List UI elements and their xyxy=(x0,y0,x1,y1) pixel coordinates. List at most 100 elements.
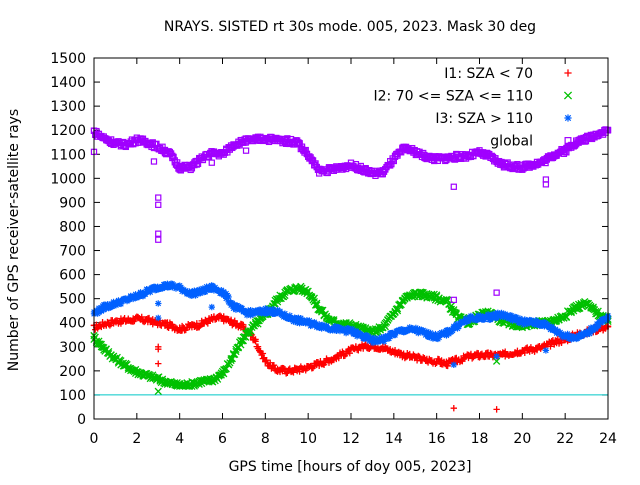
data-point xyxy=(381,323,389,331)
data-point xyxy=(154,387,162,395)
x-tick-label: 6 xyxy=(218,431,227,447)
data-point xyxy=(232,306,240,313)
y-axis: 0 100 200 300 400 500 600 700 800 900 1000 1100 1200… xyxy=(50,51,608,428)
data-point xyxy=(242,147,250,154)
y-tick-label: 0 xyxy=(77,412,86,428)
data-point xyxy=(513,314,520,321)
legend-label: I2: 70 <= SZA <= 110 xyxy=(373,89,533,105)
data-point xyxy=(554,327,562,335)
data-point xyxy=(493,406,500,413)
data-point xyxy=(493,314,500,321)
data-point xyxy=(193,161,200,168)
data-point xyxy=(538,322,546,329)
data-point xyxy=(302,146,309,154)
data-point xyxy=(527,317,535,324)
data-point xyxy=(444,296,452,304)
data-point xyxy=(252,338,259,345)
data-point xyxy=(254,343,262,350)
x-tick-label: 20 xyxy=(513,431,531,447)
plot-frame xyxy=(93,57,609,420)
data-point xyxy=(504,312,511,320)
data-point xyxy=(225,293,232,301)
y-axis-label: Number of GPS receiver-satellite rays xyxy=(6,109,22,371)
legend-marker xyxy=(564,137,572,144)
x-tick-label: 0 xyxy=(90,431,99,447)
data-point xyxy=(342,329,350,337)
data-point xyxy=(296,317,303,325)
data-point xyxy=(155,236,162,243)
data-point xyxy=(240,321,247,329)
data-point xyxy=(193,290,200,298)
legend-label: global xyxy=(490,134,533,150)
data-point xyxy=(155,230,162,237)
data-point xyxy=(384,332,391,339)
data-point xyxy=(150,158,158,165)
data-point xyxy=(155,346,162,353)
data-point xyxy=(493,289,500,296)
data-point xyxy=(264,306,271,313)
data-point xyxy=(208,286,215,293)
data-point xyxy=(262,305,269,312)
x-axis: 0 2 4 6 8 10 12 14 16 18 20 22 24 xyxy=(90,58,617,447)
data-point xyxy=(155,201,162,208)
data-point xyxy=(126,296,133,303)
legend-marker xyxy=(563,91,573,100)
data-point xyxy=(333,327,340,335)
data-point xyxy=(208,159,215,166)
data-point xyxy=(276,308,284,315)
data-point xyxy=(481,316,488,323)
data-point xyxy=(313,299,321,307)
x-tick-label: 8 xyxy=(261,431,270,447)
data-point xyxy=(492,357,501,365)
data-point xyxy=(585,327,592,334)
data-point xyxy=(315,321,323,328)
data-point xyxy=(137,289,144,297)
data-point xyxy=(444,362,451,370)
y-tick-label: 900 xyxy=(59,195,86,211)
data-point xyxy=(548,323,555,330)
data-point xyxy=(375,335,383,342)
data-point xyxy=(577,330,585,337)
data-point xyxy=(208,303,215,311)
data-point xyxy=(380,338,388,345)
data-point xyxy=(374,338,382,346)
data-point xyxy=(312,160,319,167)
x-tick-label: 16 xyxy=(428,431,446,447)
data-point xyxy=(282,370,290,377)
data-point xyxy=(222,295,230,302)
y-tick-label: 1500 xyxy=(50,51,86,67)
data-point xyxy=(497,312,504,319)
data-point xyxy=(542,347,550,354)
data-point xyxy=(243,311,251,319)
y-tick-label: 1100 xyxy=(50,147,86,163)
data-point xyxy=(367,335,374,342)
x-tick-label: 12 xyxy=(342,431,360,447)
x-tick-label: 22 xyxy=(556,431,574,447)
data-point xyxy=(603,316,610,324)
data-point xyxy=(544,321,552,328)
data-point xyxy=(209,282,216,290)
plot-area xyxy=(90,126,612,413)
data-point xyxy=(115,297,122,304)
data-point xyxy=(104,301,111,308)
data-point xyxy=(450,296,457,304)
data-point xyxy=(450,183,457,190)
y-tick-label: 1000 xyxy=(50,171,86,187)
data-point xyxy=(142,289,149,296)
y-tick-label: 800 xyxy=(59,219,86,235)
legend-marker xyxy=(564,114,572,122)
legend: I1: SZA < 70 I2: 70 <= SZA <= 110 I3: SZA … xyxy=(373,66,573,150)
data-point xyxy=(461,319,469,326)
x-tick-label: 14 xyxy=(385,431,403,447)
data-point xyxy=(371,334,378,342)
data-point xyxy=(93,308,100,315)
y-tick-label: 200 xyxy=(59,364,86,380)
data-point xyxy=(449,327,456,334)
data-point xyxy=(270,362,278,369)
x-tick-label: 18 xyxy=(471,431,489,447)
data-point xyxy=(564,330,571,338)
data-point xyxy=(542,181,550,188)
legend-label: I3: SZA > 110 xyxy=(435,111,533,127)
data-point xyxy=(467,314,475,321)
